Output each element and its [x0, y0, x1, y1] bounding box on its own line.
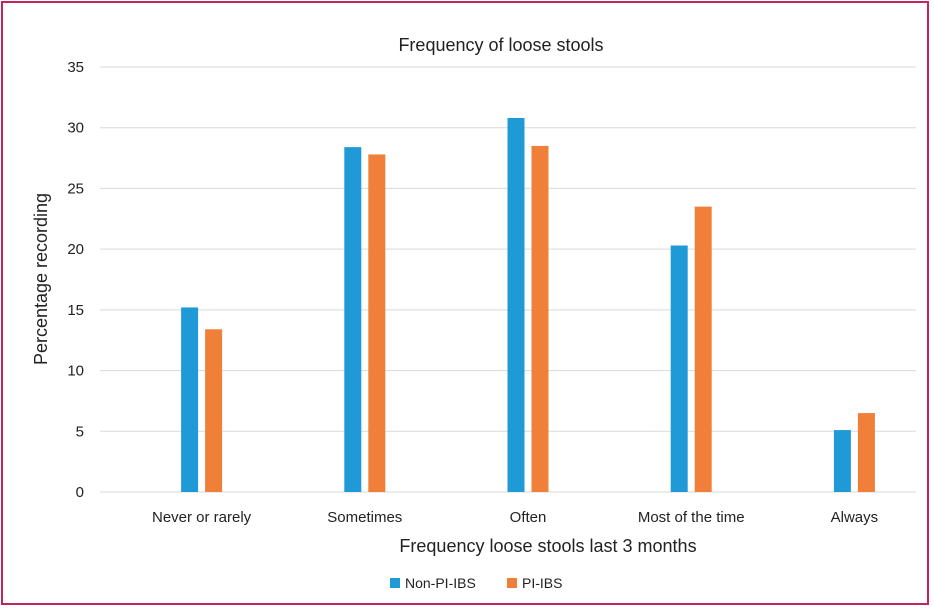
- bar-pi-ibs-always: [857, 413, 875, 492]
- y-tick-label: 5: [76, 423, 84, 440]
- y-tick-label: 10: [67, 363, 84, 380]
- legend-swatch-non-pi-ibs: [390, 578, 400, 588]
- y-tick-labels: 0 5 10 15 20 25 30 35: [67, 59, 84, 501]
- legend-label: PI-IBS: [522, 575, 562, 591]
- bar-pi-ibs-never-or-rarely: [205, 329, 223, 492]
- x-axis-title: Frequency loose stools last 3 months: [399, 536, 696, 556]
- y-tick-label: 0: [76, 484, 84, 501]
- legend-label: Non-PI-IBS: [405, 575, 476, 591]
- y-tick-label: 30: [67, 120, 84, 137]
- bar-non-pi-ibs-always: [833, 430, 851, 492]
- bar-pi-ibs-sometimes: [368, 154, 386, 492]
- x-tick-label: Never or rarely: [152, 509, 252, 526]
- legend-swatch-pi-ibs: [507, 578, 517, 588]
- bar-pi-ibs-often: [531, 145, 549, 492]
- y-tick-label: 25: [67, 180, 84, 197]
- x-tick-label: Sometimes: [327, 509, 402, 526]
- x-tick-label: Most of the time: [638, 509, 745, 526]
- y-tick-label: 35: [67, 59, 84, 76]
- x-tick-labels: Never or rarely Sometimes Often Most of the…: [152, 509, 878, 526]
- bar-non-pi-ibs-often: [507, 118, 525, 492]
- bar-non-pi-ibs-never-or-rarely: [181, 307, 199, 492]
- y-axis-title: Percentage recording: [31, 193, 51, 365]
- y-tick-label: 15: [67, 302, 84, 319]
- y-tick-label: 20: [67, 241, 84, 258]
- bar-pi-ibs-most-of-the-time: [694, 206, 712, 492]
- x-tick-label: Often: [510, 509, 547, 526]
- chart-title: Frequency of loose stools: [398, 35, 603, 55]
- x-tick-label: Always: [831, 509, 879, 526]
- legend: Non-PI-IBS PI-IBS: [390, 575, 562, 591]
- bar-non-pi-ibs-sometimes: [344, 147, 362, 492]
- bar-non-pi-ibs-most-of-the-time: [670, 245, 688, 492]
- bars: [181, 118, 875, 492]
